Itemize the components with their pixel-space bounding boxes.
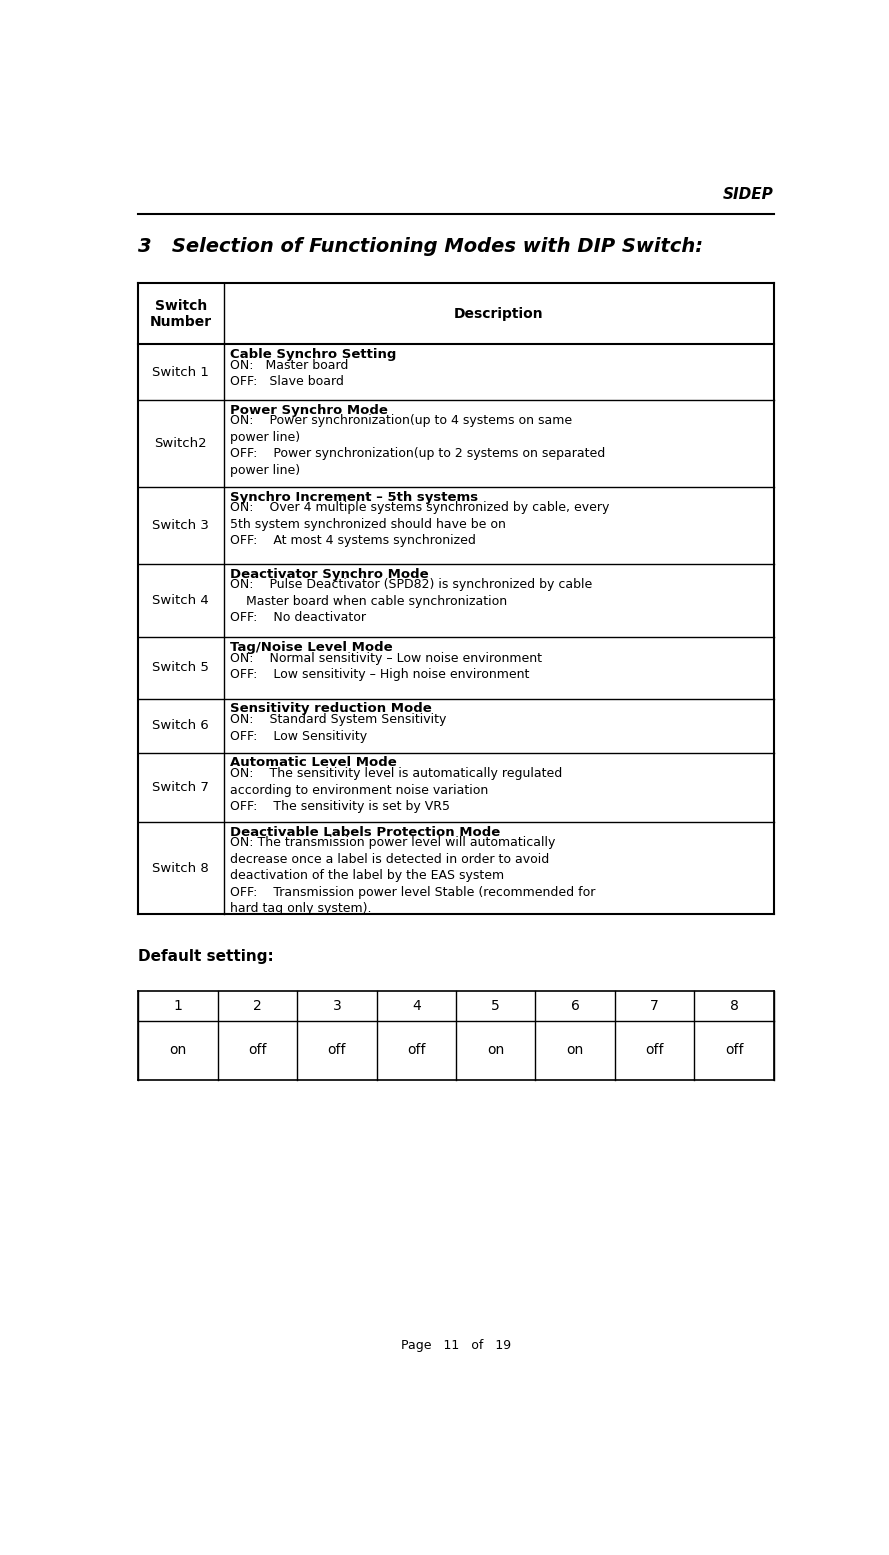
Text: Default setting:: Default setting: xyxy=(139,949,274,964)
Text: ON:    Pulse Deactivator (SPD82) is synchronized by cable
    Master board when : ON: Pulse Deactivator (SPD82) is synchro… xyxy=(229,578,592,625)
Text: ON:    The sensitivity level is automatically regulated
according to environment: ON: The sensitivity level is automatical… xyxy=(229,767,562,813)
Text: off: off xyxy=(327,1043,346,1057)
Text: Deactivator Synchro Mode: Deactivator Synchro Mode xyxy=(229,568,428,580)
Text: Deactivable Labels Protection Mode: Deactivable Labels Protection Mode xyxy=(229,826,500,838)
Text: 1: 1 xyxy=(173,998,182,1012)
Text: off: off xyxy=(725,1043,743,1057)
Text: ON:   Master board
OFF:   Slave board: ON: Master board OFF: Slave board xyxy=(229,359,348,389)
Text: Switch 5: Switch 5 xyxy=(152,661,209,675)
Text: Switch 6: Switch 6 xyxy=(153,718,209,732)
Text: Switch 1: Switch 1 xyxy=(152,365,209,379)
Text: off: off xyxy=(248,1043,267,1057)
Text: 8: 8 xyxy=(730,998,739,1012)
Text: Power Synchro Mode: Power Synchro Mode xyxy=(229,404,388,417)
Text: SIDEP: SIDEP xyxy=(723,187,773,202)
Text: ON:    Power synchronization(up to 4 systems on same
power line)
OFF:    Power s: ON: Power synchronization(up to 4 system… xyxy=(229,414,605,477)
Text: Switch2: Switch2 xyxy=(155,437,207,449)
Text: on: on xyxy=(487,1043,504,1057)
Text: 6: 6 xyxy=(571,998,580,1012)
Text: Page   11   of   19: Page 11 of 19 xyxy=(401,1339,510,1351)
Text: Description: Description xyxy=(453,306,543,320)
Text: Switch 3: Switch 3 xyxy=(152,519,209,532)
Text: Switch 7: Switch 7 xyxy=(152,781,209,793)
Text: 5: 5 xyxy=(492,998,501,1012)
Text: 3: 3 xyxy=(332,998,341,1012)
Text: Switch
Number: Switch Number xyxy=(150,299,212,328)
Text: Tag/Noise Level Mode: Tag/Noise Level Mode xyxy=(229,641,392,655)
Text: Switch 4: Switch 4 xyxy=(153,594,209,606)
Text: ON:    Normal sensitivity – Low noise environment
OFF:    Low sensitivity – High: ON: Normal sensitivity – Low noise envir… xyxy=(229,652,541,681)
Text: 2: 2 xyxy=(253,998,261,1012)
Text: ON:    Over 4 multiple systems synchronized by cable, every
5th system synchroni: ON: Over 4 multiple systems synchronized… xyxy=(229,501,609,547)
Text: Switch 8: Switch 8 xyxy=(153,861,209,874)
Text: on: on xyxy=(566,1043,584,1057)
Text: Synchro Increment – 5th systems: Synchro Increment – 5th systems xyxy=(229,491,477,504)
Text: ON: The transmission power level will automatically
decrease once a label is det: ON: The transmission power level will au… xyxy=(229,837,595,916)
Text: on: on xyxy=(169,1043,187,1057)
Text: 7: 7 xyxy=(650,998,659,1012)
Text: Cable Synchro Setting: Cable Synchro Setting xyxy=(229,348,396,361)
Text: off: off xyxy=(645,1043,664,1057)
Text: ON:    Standard System Sensitivity
OFF:    Low Sensitivity: ON: Standard System Sensitivity OFF: Low… xyxy=(229,714,446,743)
Text: Sensitivity reduction Mode: Sensitivity reduction Mode xyxy=(229,703,431,715)
Text: 4: 4 xyxy=(412,998,420,1012)
Text: off: off xyxy=(407,1043,426,1057)
Text: Automatic Level Mode: Automatic Level Mode xyxy=(229,756,396,770)
Text: 3   Selection of Functioning Modes with DIP Switch:: 3 Selection of Functioning Modes with DI… xyxy=(139,236,703,255)
